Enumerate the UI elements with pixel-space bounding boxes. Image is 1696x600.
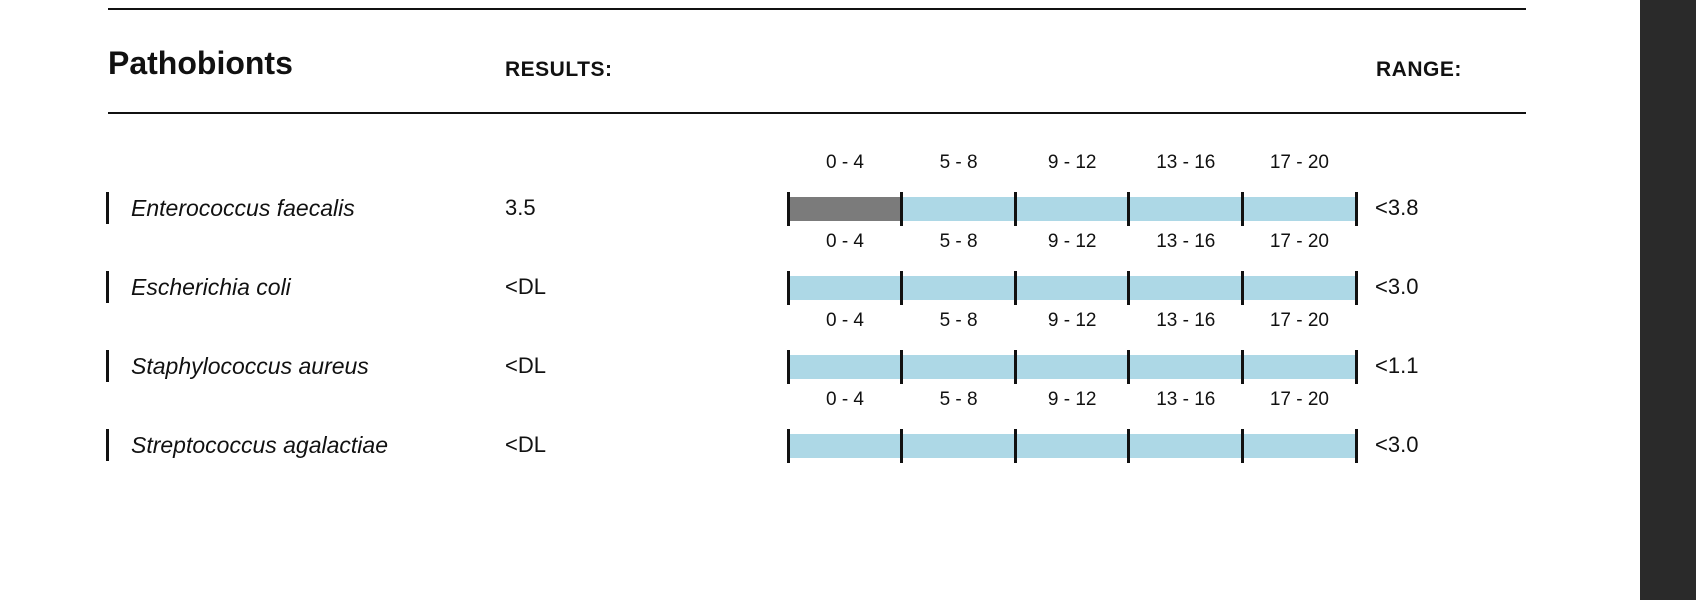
row-marker [106, 429, 109, 461]
scale-divider [1013, 350, 1017, 384]
scale-segment-active [788, 197, 902, 221]
scale-divider [900, 350, 904, 384]
scale-tick-label: 17 - 20 [1269, 310, 1329, 331]
scale-tick-label: 0 - 4 [825, 389, 865, 410]
scale-divider [1240, 350, 1244, 384]
results-header: RESULTS: [505, 58, 613, 81]
scale-divider [786, 192, 790, 226]
scale-tick-label: 5 - 8 [939, 389, 978, 410]
reference-range: <1.1 [1375, 353, 1419, 378]
organism-name: Staphylococcus aureus [131, 353, 369, 379]
scale-tick-label: 13 - 16 [1156, 152, 1216, 173]
organism-name: Escherichia coli [131, 274, 291, 300]
scale-tick-label: 5 - 8 [939, 310, 978, 331]
scale-segment [901, 276, 1016, 300]
scale-tick-label: 17 - 20 [1269, 389, 1329, 410]
range-scale: 0 - 4 5 - 8 9 - 12 13 - 16 17 - 20 [786, 229, 1358, 309]
scale-segment [1242, 434, 1356, 458]
scale-segment [1242, 355, 1356, 379]
scale-segment [1015, 434, 1129, 458]
scale-tick-label: 5 - 8 [939, 152, 978, 173]
scale-divider [1127, 192, 1131, 226]
scale-divider [1127, 350, 1131, 384]
scale-segment [901, 197, 1016, 221]
result-value: <DL [505, 432, 546, 457]
organism-name: Streptococcus agalactiae [131, 432, 388, 458]
scale-divider [1240, 192, 1244, 226]
scale-segment [1128, 434, 1243, 458]
scale-divider [1013, 192, 1017, 226]
scale-segment [1242, 197, 1356, 221]
scale-divider [1354, 271, 1358, 305]
row-marker [106, 271, 109, 303]
scale-divider [1354, 429, 1358, 463]
scale-divider [1240, 429, 1244, 463]
result-row: Enterococcus faecalis 3.5 0 - 4 5 - 8 9 - … [0, 150, 1640, 230]
viewer-scrollbar-gutter [1640, 0, 1696, 600]
scale-tick-label: 0 - 4 [825, 310, 865, 331]
scale-tick-label: 17 - 20 [1269, 231, 1329, 252]
scale-divider [900, 192, 904, 226]
scale-segment [1128, 197, 1243, 221]
result-row: Escherichia coli <DL 0 - 4 5 - 8 9 - 12 13 … [0, 229, 1640, 309]
scale-segment [788, 434, 902, 458]
scale-divider [1354, 350, 1358, 384]
scale-tick-label: 13 - 16 [1156, 231, 1216, 252]
scale-divider [900, 271, 904, 305]
top-rule [108, 8, 1526, 10]
result-value: 3.5 [505, 195, 536, 220]
scale-divider [1354, 192, 1358, 226]
scale-divider [900, 429, 904, 463]
result-row: Staphylococcus aureus <DL 0 - 4 5 - 8 9 - … [0, 308, 1640, 388]
scale-tick-label: 9 - 12 [1047, 389, 1097, 410]
scale-tick-label: 0 - 4 [825, 231, 865, 252]
scale-divider [1127, 429, 1131, 463]
scale-tick-label: 9 - 12 [1047, 152, 1097, 173]
scale-divider [1127, 271, 1131, 305]
result-value: <DL [505, 274, 546, 299]
report-page: Pathobionts RESULTS: RANGE: Enterococcus… [0, 8, 1640, 467]
range-scale: 0 - 4 5 - 8 9 - 12 13 - 16 17 - 20 [786, 387, 1358, 467]
scale-tick-label: 9 - 12 [1047, 310, 1097, 331]
scale-tick-label: 0 - 4 [825, 152, 865, 173]
scale-tick-label: 9 - 12 [1047, 231, 1097, 252]
scale-segment [1015, 276, 1129, 300]
scale-segment [901, 355, 1016, 379]
scale-divider [786, 271, 790, 305]
scale-segment [788, 355, 902, 379]
scale-divider [786, 429, 790, 463]
scale-divider [1240, 271, 1244, 305]
range-scale: 0 - 4 5 - 8 9 - 12 13 - 16 17 - 20 [786, 150, 1358, 230]
range-scale: 0 - 4 5 - 8 9 - 12 13 - 16 17 - 20 [786, 308, 1358, 388]
scale-segment [1015, 355, 1129, 379]
scale-divider [1013, 271, 1017, 305]
row-marker [106, 192, 109, 224]
scale-segment [1242, 276, 1356, 300]
reference-range: <3.8 [1375, 195, 1419, 220]
row-marker [106, 350, 109, 382]
scale-segment [1128, 276, 1243, 300]
scale-tick-label: 17 - 20 [1269, 152, 1329, 173]
reference-range: <3.0 [1375, 274, 1419, 299]
scale-divider [786, 350, 790, 384]
scale-tick-label: 13 - 16 [1156, 310, 1216, 331]
result-value: <DL [505, 353, 546, 378]
scale-tick-label: 5 - 8 [939, 231, 978, 252]
scale-tick-label: 13 - 16 [1156, 389, 1216, 410]
section-title: Pathobionts [108, 45, 293, 81]
scale-segment [1128, 355, 1243, 379]
organism-name: Enterococcus faecalis [131, 195, 355, 221]
reference-range: <3.0 [1375, 432, 1419, 457]
result-row: Streptococcus agalactiae <DL 0 - 4 5 - 8 9… [0, 387, 1640, 467]
scale-segment [901, 434, 1016, 458]
scale-segment [1015, 197, 1129, 221]
header-rule [108, 112, 1526, 114]
range-header: RANGE: [1376, 58, 1462, 81]
scale-segment [788, 276, 902, 300]
scale-divider [1013, 429, 1017, 463]
